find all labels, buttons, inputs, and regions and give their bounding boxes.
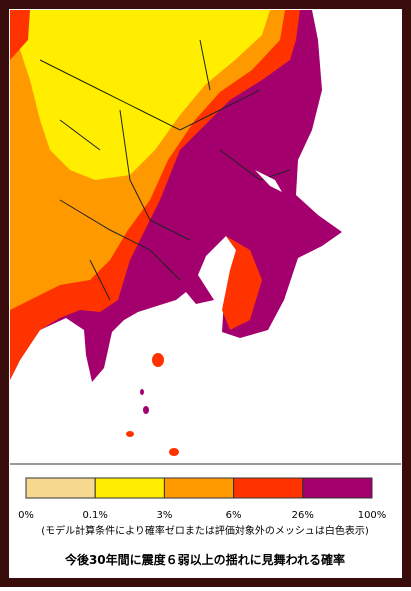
island xyxy=(126,431,134,437)
legend-swatch xyxy=(302,477,373,499)
lake xyxy=(255,170,282,192)
legend-swatch xyxy=(233,477,304,499)
legend-label: 6% xyxy=(226,510,242,521)
borders xyxy=(39,39,291,301)
legend-label: 0.1% xyxy=(82,510,107,521)
note: (モデル計算条件により確率ゼロまたは評価対象外のメッシュは白色表示) xyxy=(41,524,369,537)
legend-swatch xyxy=(94,477,165,499)
legend-label: 0% xyxy=(18,510,34,521)
title: 今後30年間に震度６弱以上の揺れに見舞われる確率 xyxy=(64,552,345,567)
island xyxy=(140,389,144,395)
legend-label: 26% xyxy=(292,510,314,521)
island xyxy=(169,448,179,456)
legend-label: 3% xyxy=(156,510,172,521)
island xyxy=(143,406,149,414)
land-yellow xyxy=(20,10,270,180)
map xyxy=(10,10,342,456)
legend-label: 100% xyxy=(358,510,387,521)
island xyxy=(152,353,164,367)
land-red-boso xyxy=(222,236,262,330)
legend-swatch xyxy=(163,477,235,499)
legend: 0% 0.1% 3% 6% 26% 100% xyxy=(18,477,387,521)
legend-swatch xyxy=(25,477,96,499)
land-red-corner xyxy=(10,10,30,60)
